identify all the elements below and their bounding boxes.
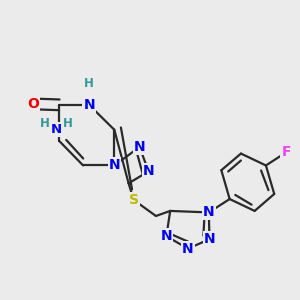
Text: H: H xyxy=(84,77,94,90)
Text: N: N xyxy=(51,123,62,136)
Text: S: S xyxy=(129,193,139,207)
Text: H: H xyxy=(40,117,50,130)
Text: N: N xyxy=(143,164,154,178)
Text: N: N xyxy=(203,206,215,219)
Text: N: N xyxy=(204,232,215,246)
Text: O: O xyxy=(28,97,39,111)
Text: N: N xyxy=(182,242,194,256)
Text: N: N xyxy=(83,98,95,112)
Text: N: N xyxy=(134,140,146,154)
Text: N: N xyxy=(109,158,120,172)
Text: F: F xyxy=(281,146,291,159)
Text: H: H xyxy=(63,117,73,130)
Text: N: N xyxy=(160,229,172,243)
